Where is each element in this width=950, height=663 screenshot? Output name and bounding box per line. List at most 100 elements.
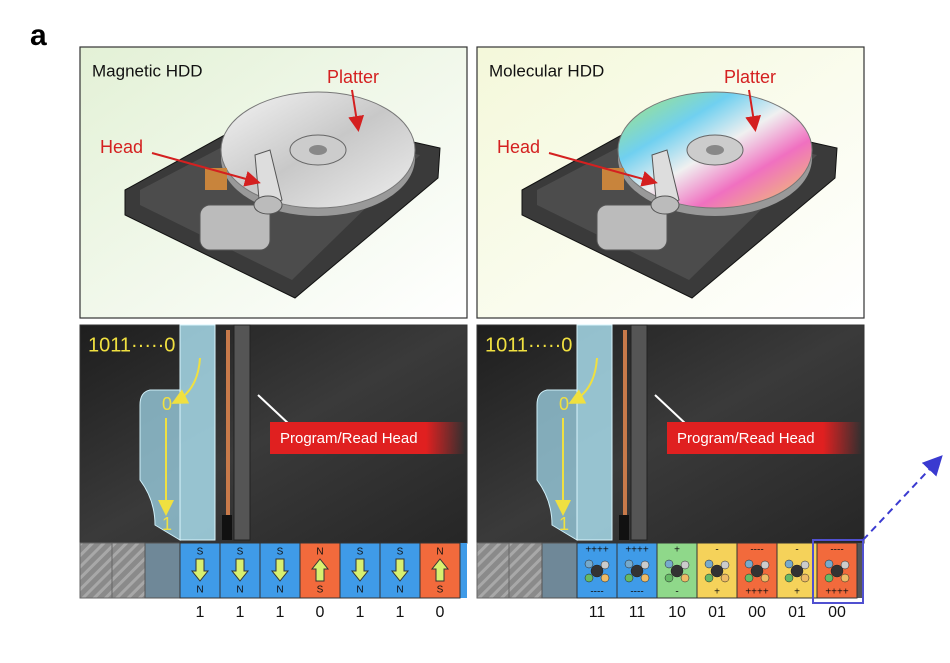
cell-bottom: ++++ (825, 587, 849, 598)
sequence: 1011·····0 (88, 334, 175, 356)
panel-label: a (30, 19, 47, 52)
substrate (144, 542, 181, 599)
flow-arrow (568, 357, 598, 404)
cell-bit: 01 (708, 604, 726, 621)
head-text: Program/Read Head (677, 430, 815, 447)
substrate (476, 542, 510, 599)
spin-arrow (310, 558, 330, 582)
cell-top: ++++ (625, 545, 649, 556)
molecule-atom (840, 573, 850, 583)
cell-bit: 11 (629, 604, 646, 621)
cell-bottom: N (396, 585, 403, 596)
spin-arrow (190, 558, 210, 582)
molecule-atom (744, 559, 754, 569)
platter-hub-center (309, 145, 327, 155)
cell-top: S (197, 547, 204, 558)
flow-arrow (171, 357, 201, 404)
molecule-atom (840, 560, 850, 570)
head-pointer (151, 152, 261, 187)
cell (339, 542, 381, 599)
cell-bottom: + (794, 587, 800, 598)
molecule-atom (710, 564, 724, 578)
bit-in: 0 (559, 394, 569, 414)
cell-top: N (436, 547, 443, 558)
cell-bottom: S (437, 585, 444, 596)
head-text: Program/Read Head (280, 430, 418, 447)
sequence: 1011·····0 (485, 334, 572, 356)
cell-top: S (277, 547, 284, 558)
platter-label: Platter (327, 67, 379, 87)
molecule-atom (720, 560, 730, 570)
connector (205, 168, 227, 190)
spin-arrow (270, 558, 290, 582)
cell-bit: 11 (589, 604, 606, 621)
head-bar (179, 324, 216, 541)
head-text-box (270, 422, 465, 454)
cell-bit: 01 (788, 604, 806, 621)
molecule-atom (790, 564, 804, 578)
molecule-atom (680, 573, 690, 583)
molecule-atom (760, 560, 770, 570)
wire-base (222, 515, 232, 540)
panel-title: Magnetic HDD (92, 61, 203, 80)
panel-title: Molecular HDD (489, 61, 604, 80)
cell-bottom: S (317, 585, 324, 596)
cell-bottom: ---- (590, 587, 603, 598)
molecule-atom (624, 559, 634, 569)
substrate (541, 542, 578, 599)
substrate (79, 542, 113, 599)
platter-hub-center (706, 145, 724, 155)
cell-bit: 1 (356, 604, 365, 621)
cell-bit: 1 (276, 604, 285, 621)
molecule-atom (704, 573, 714, 583)
cell-bit: 1 (196, 604, 205, 621)
molecule-atom (664, 573, 674, 583)
head-label: Head (497, 137, 540, 157)
substrate (111, 542, 146, 599)
molecule-atom (584, 559, 594, 569)
head-label: Head (100, 137, 143, 157)
molecule-atom (704, 559, 714, 569)
cell-top: - (715, 545, 718, 556)
cell-bottom: N (276, 585, 283, 596)
spin-arrow (390, 558, 410, 582)
shield (630, 324, 648, 541)
molecule-atom (630, 564, 644, 578)
cell-bit: 1 (396, 604, 405, 621)
cell-bottom: ++++ (745, 587, 769, 598)
substrate (508, 542, 543, 599)
hdd-part (199, 204, 271, 251)
head-pivot (253, 195, 283, 215)
molecule-atom (784, 559, 794, 569)
head-pointer (548, 152, 658, 187)
shield (233, 324, 251, 541)
cell-bottom: N (236, 585, 243, 596)
molecule-atom (750, 564, 764, 578)
substrate (460, 543, 467, 598)
hdd-part (596, 204, 668, 251)
molecule-atom (760, 573, 770, 583)
cell-bit: 10 (668, 604, 686, 621)
cell (776, 542, 818, 599)
cell-top: ---- (830, 545, 843, 556)
bit-in: 0 (162, 394, 172, 414)
cell-top: ---- (750, 545, 763, 556)
wire-base (619, 515, 629, 540)
cell-top: + (674, 545, 680, 556)
highlight-box (812, 539, 864, 604)
molecule-atom (600, 573, 610, 583)
cell-top: S (357, 547, 364, 558)
molecule-atom (670, 564, 684, 578)
head-text-box (667, 422, 862, 454)
molecule-atom (624, 573, 634, 583)
molecule-atom (824, 573, 834, 583)
head-text-pointer (257, 394, 291, 426)
molecule-atom (800, 573, 810, 583)
cell-top: S (397, 547, 404, 558)
platter-pointer (348, 89, 365, 132)
molecule-atom (744, 573, 754, 583)
platter-pointer (745, 89, 762, 132)
connector (602, 168, 624, 190)
molecule-atom (824, 559, 834, 569)
